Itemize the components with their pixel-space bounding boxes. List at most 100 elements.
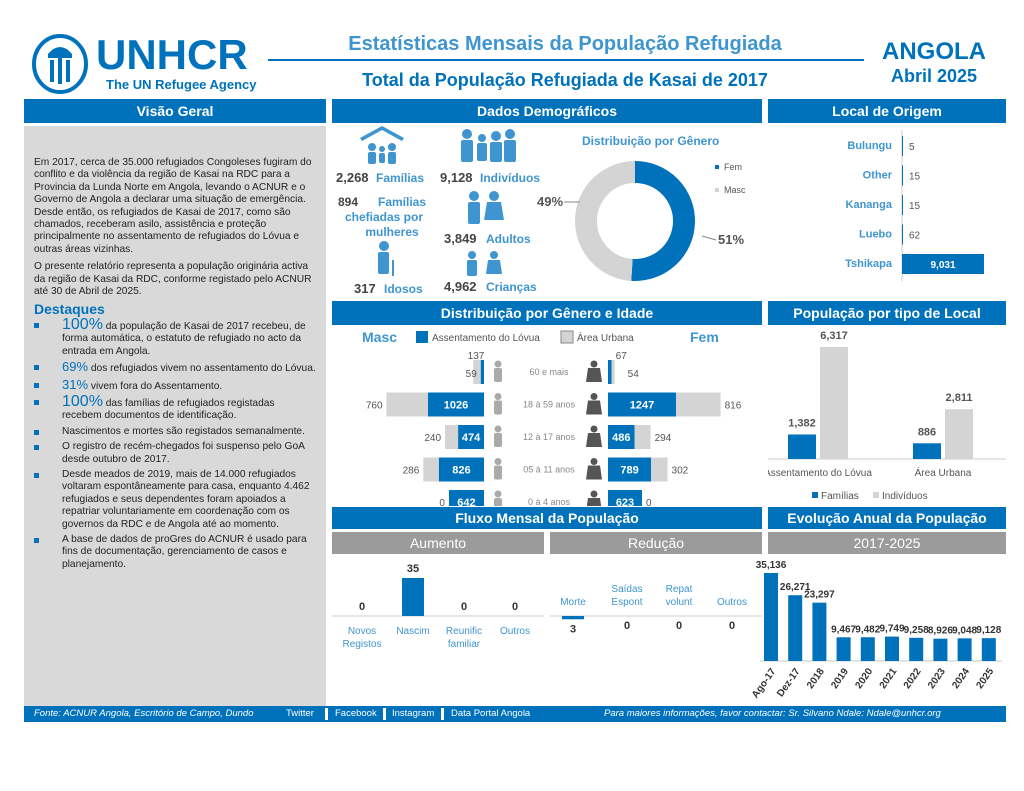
decrease-category-line2: volunt [666,597,693,608]
female-body-icon [586,465,602,480]
male-body-icon [494,498,502,506]
fem-legend: Fem [724,162,742,172]
female-body-icon [586,498,602,506]
individuals-label: Indivíduos [480,171,540,185]
highlight-item: Nascimentos e mortes são registados sema… [34,426,316,438]
increase-value: 0 [359,601,365,613]
increase-value: 0 [512,601,518,613]
fem-urban-value: 0 [646,498,652,506]
age-group-label: 0 à 4 anos [528,497,571,506]
annual-value: 9,258 [904,625,929,636]
origin-bar [902,254,984,274]
highlight-item: A base de dados de proGres do ACNUR é us… [34,534,316,571]
fem-lovua-bar [608,360,612,384]
location-type-header: População por tipo de Local [768,301,1006,325]
increase-chart: 0 Novos Registos 35 Nascim 0 Reunific familiar 0… [332,563,544,650]
masc-urban-value: 240 [424,433,441,444]
decrease-value: 0 [676,620,682,632]
annual-value: 35,136 [756,560,787,571]
fem-urban-bar [634,425,651,449]
masc-lovua-bar [438,457,484,482]
female-person-icon [590,425,598,433]
annual-bar [812,602,827,661]
age-group-label: 60 e mais [529,367,569,377]
fem-urban-value: 816 [725,401,742,412]
annual-header: Evolução Anual da População [768,507,1006,529]
annual-year-label: 2021 [878,666,900,691]
male-person-icon [494,458,502,465]
origin-value: 15 [909,172,921,183]
individuals-icon [461,129,516,162]
male-person-icon [494,360,502,368]
age-group-label: 12 à 17 anos [523,432,576,442]
origin-label: Kananga [846,199,893,211]
age-group-label: 18 à 59 anos [523,400,576,410]
annual-value: 26,271 [780,582,811,593]
fem-title: Fem [690,329,719,345]
fem-lovua-value: 789 [620,465,638,477]
adults-label: Adultos [486,232,531,246]
years-header: 2017-2025 [768,532,1006,554]
families-count: 2,268 [336,170,369,185]
gender-age-pyramid: Masc Fem Assentamento do Lóvua Área Urba… [362,329,742,506]
masc-lovua-value: 1026 [444,400,468,412]
origin-value: 9,031 [930,260,955,271]
decrease-header: Redução [550,532,762,554]
increase-category: Nascim [396,626,429,637]
portal-link[interactable]: Data Portal Angola [451,708,531,719]
fem-lovua-bar [608,457,652,482]
annual-bar [981,638,996,661]
increase-header: Aumento [332,532,544,554]
individuals-value: 6,317 [820,330,848,342]
fem-lovua-value: 67 [616,351,628,362]
annual-value: 9,749 [879,624,904,635]
location-category-label: Área Urbana [915,466,972,479]
fem-lovua-value: 1247 [630,400,654,412]
male-body-icon [494,368,502,382]
highlight-pct: 100% [62,315,103,333]
fem-lovua-value: 623 [616,497,634,506]
female-body-icon [586,433,602,447]
masc-lovua-bar [428,392,484,417]
page-subtitle: Total da População Refugiada de Kasai de… [362,70,768,90]
decrease-bar [562,616,584,620]
increase-category-line2: familiar [448,639,481,650]
masc-legend-swatch [715,188,719,192]
decrease-value: 3 [570,623,576,635]
highlight-text: dos refugiados vivem no assentamento do … [88,363,316,375]
masc-lovua-bar [480,360,484,384]
country-label: ANGOLA [882,38,986,65]
decrease-category: Outros [717,597,747,608]
masc-lovua-value: 642 [457,497,475,506]
origin-value: 5 [909,142,915,153]
masc-urban-bar [445,425,459,449]
individuals-legend-swatch [873,492,879,498]
masc-urban-bar [423,457,439,482]
masc-lovua-value: 826 [452,465,470,477]
facebook-link[interactable]: Facebook [335,708,377,719]
adults-count: 3,849 [444,231,477,246]
male-person-icon [494,393,502,400]
fem-lovua-bar [608,425,635,449]
twitter-link[interactable]: Twitter [286,708,314,719]
annual-bar [860,637,875,661]
annual-value: 9,467 [831,624,856,635]
family-icon [360,126,404,164]
gender-donut [575,161,695,281]
children-label: Crianças [486,280,537,294]
instagram-link[interactable]: Instagram [392,708,435,719]
annual-bar [933,638,948,661]
elderly-label: Idosos [384,282,423,296]
families-bar [913,443,941,459]
male-body-icon [494,433,502,447]
origin-header: Local de Origem [768,99,1006,123]
increase-value: 35 [407,563,419,575]
annual-year-label: 2025 [974,666,996,691]
masc-urban-value: 286 [403,466,420,477]
families-value: 1,382 [788,417,816,429]
fem-urban-value: 302 [672,466,689,477]
title-rule [268,59,864,61]
female-body-icon [586,368,602,382]
masc-lovua-value: 59 [466,369,478,380]
